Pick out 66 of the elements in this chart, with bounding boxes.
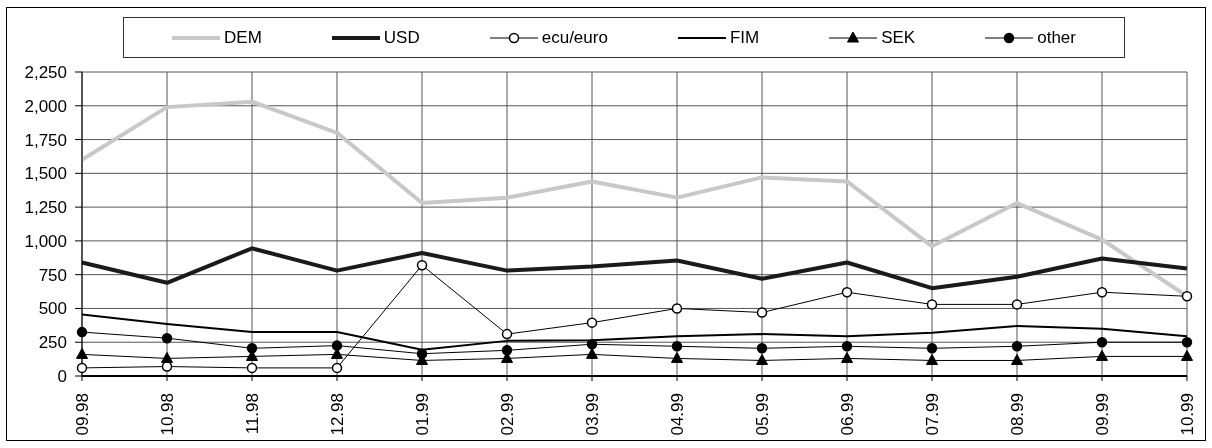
- y-tick-label: 1,750: [24, 130, 67, 150]
- x-tick-label: 10.99: [1177, 393, 1197, 436]
- point: [1096, 286, 1108, 298]
- x-tick-label: 12.98: [327, 393, 347, 436]
- point: [331, 340, 343, 351]
- point: [841, 286, 853, 298]
- y-tick-label: 1,250: [24, 198, 67, 218]
- point: [1181, 336, 1193, 348]
- point: [501, 328, 513, 340]
- x-tick-label: 09.99: [1092, 393, 1112, 436]
- legend-label: USD: [383, 27, 420, 48]
- point: [416, 259, 428, 271]
- y-tick-label: 1,000: [24, 231, 67, 251]
- legend-label: other: [1037, 27, 1076, 48]
- legend-label: SEK: [881, 27, 916, 48]
- point: [756, 353, 768, 365]
- point: [161, 332, 173, 344]
- point: [1011, 299, 1023, 310]
- point: [246, 362, 258, 374]
- y-tick-label: 1,500: [24, 164, 67, 184]
- point: [1011, 341, 1023, 352]
- x-tick-label: 11.98: [242, 393, 262, 435]
- x-tick-label: 09.98: [72, 393, 92, 436]
- legend-label: ecu/euro: [541, 27, 608, 48]
- x-tick-label: 04.99: [667, 393, 687, 436]
- point: [671, 351, 683, 363]
- x-tick-label: 05.99: [752, 393, 772, 436]
- point: [76, 326, 88, 338]
- point: [161, 351, 173, 363]
- point: [1181, 349, 1193, 361]
- point: [246, 343, 258, 354]
- point: [1096, 349, 1108, 361]
- legend-label: DEM: [224, 27, 262, 48]
- x-tick-label: 07.99: [922, 393, 942, 436]
- x-tick-label: 06.99: [837, 393, 857, 436]
- point: [671, 303, 683, 314]
- point: [586, 339, 598, 350]
- x-tick-label: 01.99: [412, 393, 432, 436]
- point: [756, 307, 768, 318]
- point: [841, 351, 853, 363]
- point: [926, 343, 938, 354]
- point: [501, 345, 513, 356]
- y-tick-label: 750: [38, 265, 67, 285]
- line-series: [80, 246, 1189, 291]
- x-tick-label: 02.99: [497, 393, 517, 436]
- legend-label: FIM: [729, 27, 760, 48]
- y-tick-label: 2,000: [24, 96, 67, 116]
- point: [416, 348, 428, 359]
- point: [1181, 291, 1193, 302]
- x-tick-label: 03.99: [582, 393, 602, 436]
- point: [841, 341, 853, 352]
- point: [926, 353, 938, 365]
- point: [76, 347, 88, 359]
- x-tick-label: 08.99: [1007, 393, 1027, 436]
- point: [331, 362, 343, 374]
- y-tick-label: 250: [38, 333, 67, 353]
- point: [1011, 353, 1023, 365]
- x-tick-label: 10.98: [157, 393, 177, 436]
- y-tick-label: 500: [38, 299, 67, 319]
- point: [756, 343, 768, 354]
- y-tick-label: 0: [57, 367, 67, 387]
- point: [671, 341, 683, 352]
- y-tick-label: 2,250: [24, 63, 67, 83]
- point: [1096, 336, 1108, 348]
- point: [586, 317, 598, 328]
- point: [926, 299, 938, 310]
